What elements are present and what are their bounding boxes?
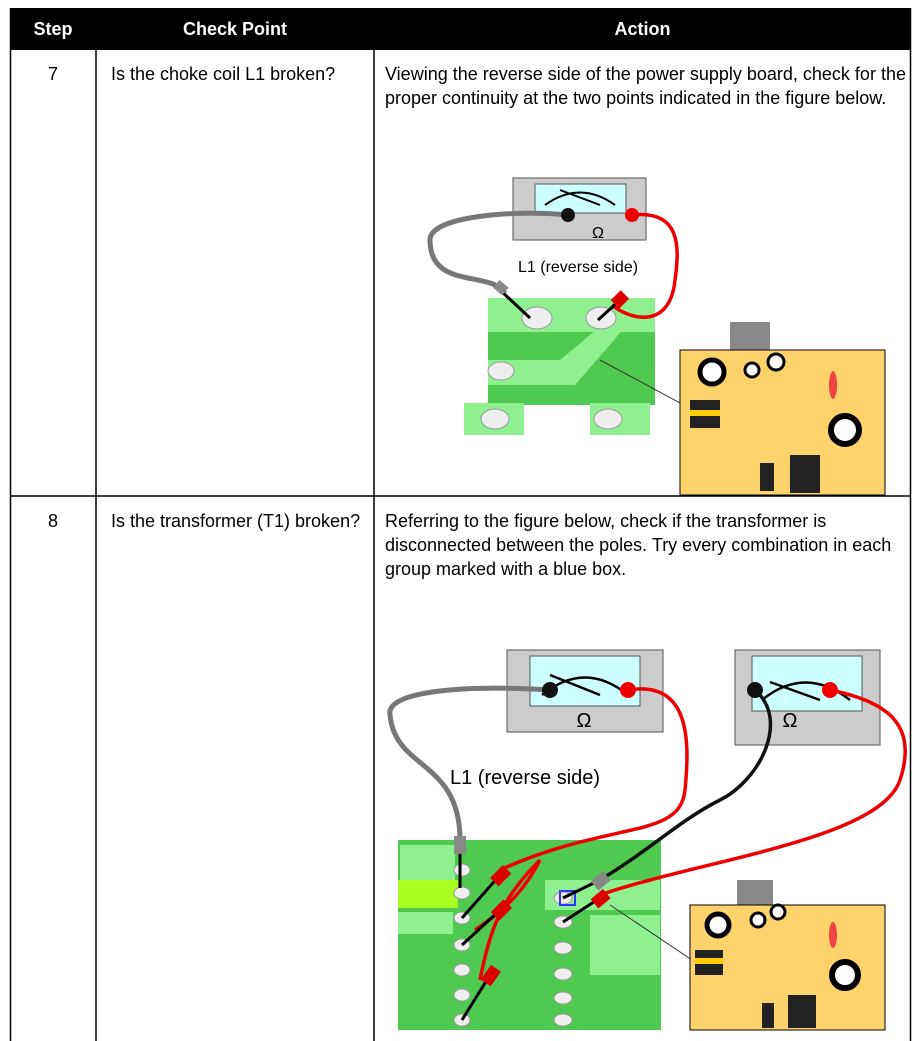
figure-caption: L1 (reverse side) [450, 767, 600, 789]
step: 7 [10, 62, 96, 86]
figure-1: Ω L1 (reverse side) [430, 178, 885, 495]
figure-caption: L1 (reverse side) [518, 259, 638, 276]
check-point: Is the choke coil L1 broken? [111, 62, 367, 86]
meter-label: Ω [783, 710, 798, 732]
header-cell: Step [10, 8, 96, 50]
figure-2: Ω Ω L1 (reverse side) [390, 650, 905, 1030]
meter-label: Ω [577, 710, 592, 732]
action: Referring to the figure below, check if … [385, 509, 907, 581]
header-cell: Check Point [96, 8, 374, 50]
step: 8 [10, 509, 96, 533]
check-point: Is the transformer (T1) broken? [111, 509, 367, 533]
header-cell: Action [374, 8, 911, 50]
action: Viewing the reverse side of the power su… [385, 62, 907, 110]
meter-label: Ω [592, 225, 604, 242]
